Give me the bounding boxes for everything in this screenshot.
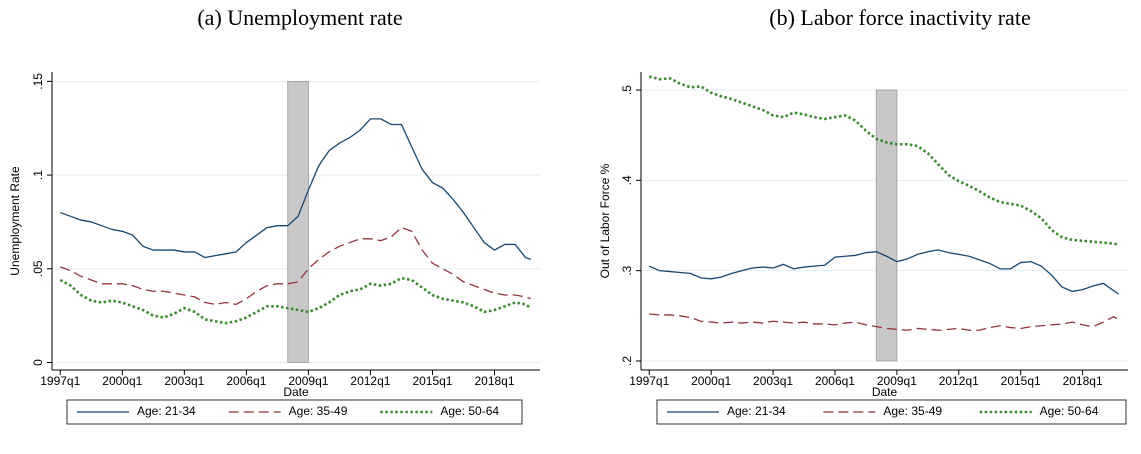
chart: (b) Labor force inactivity rate .2 .3 .4 .5 1… [598, 5, 1128, 425]
x-tick-label: 2006q1 [226, 374, 266, 388]
x-tick-label: 2003q1 [753, 374, 793, 388]
x-tick-label: 2015q1 [412, 374, 452, 388]
series-line [649, 313, 1120, 331]
recession-band [875, 89, 898, 362]
series-line [60, 226, 531, 306]
legend-label: Age: 21-34 [137, 404, 196, 418]
x-tick-label: 2006q1 [815, 374, 855, 388]
x-tick-label: 2018q1 [474, 374, 514, 388]
x-tick-label: 2018q1 [1063, 374, 1103, 388]
legend [66, 399, 523, 425]
y-tick-label: .2 [620, 356, 634, 366]
x-tick-label: 2009q1 [877, 374, 917, 388]
y-tick-label: .5 [620, 85, 634, 95]
x-tick-label: 2012q1 [939, 374, 979, 388]
x-tick-label: 2015q1 [1001, 374, 1041, 388]
legend [656, 399, 1127, 425]
series-line [60, 118, 531, 261]
legend-label: Age: 50-64 [440, 404, 499, 418]
y-tick-label: .4 [620, 175, 634, 185]
y-tick-label: .3 [620, 265, 634, 275]
chart: (a) Unemployment rate 0 .05 .1 .15 1997q1 2000… [8, 5, 540, 425]
chart-title: (b) Labor force inactivity rate [769, 5, 1030, 30]
x-tick-label: 2000q1 [691, 374, 731, 388]
y-axis-label: Out of Labor Force % [598, 163, 612, 278]
legend-label: Age: 50-64 [1040, 404, 1099, 418]
x-tick-label: 1997q1 [629, 374, 669, 388]
y-axis-label: Unemployment Rate [8, 166, 22, 276]
series-line [648, 75, 1119, 246]
legend-label: Age: 35-49 [883, 404, 942, 418]
x-tick-label: 2003q1 [164, 374, 204, 388]
x-axis-label: Date [872, 385, 898, 399]
x-tick-label: 2000q1 [102, 374, 142, 388]
y-tick-label: 0 [31, 359, 45, 366]
series-line [648, 249, 1120, 295]
y-tick-label: .05 [31, 260, 45, 277]
x-tick-label: 2012q1 [350, 374, 390, 388]
x-tick-label: 1997q1 [40, 374, 80, 388]
x-tick-label: 2009q1 [288, 374, 328, 388]
legend-label: Age: 21-34 [727, 404, 786, 418]
y-tick-label: .1 [31, 170, 45, 180]
chart-title: (a) Unemployment rate [197, 5, 402, 30]
series-line [59, 276, 532, 325]
y-tick-label: .15 [31, 73, 45, 90]
x-axis-label: Date [283, 385, 309, 399]
legend-label: Age: 35-49 [289, 404, 348, 418]
recession-band [287, 80, 309, 363]
